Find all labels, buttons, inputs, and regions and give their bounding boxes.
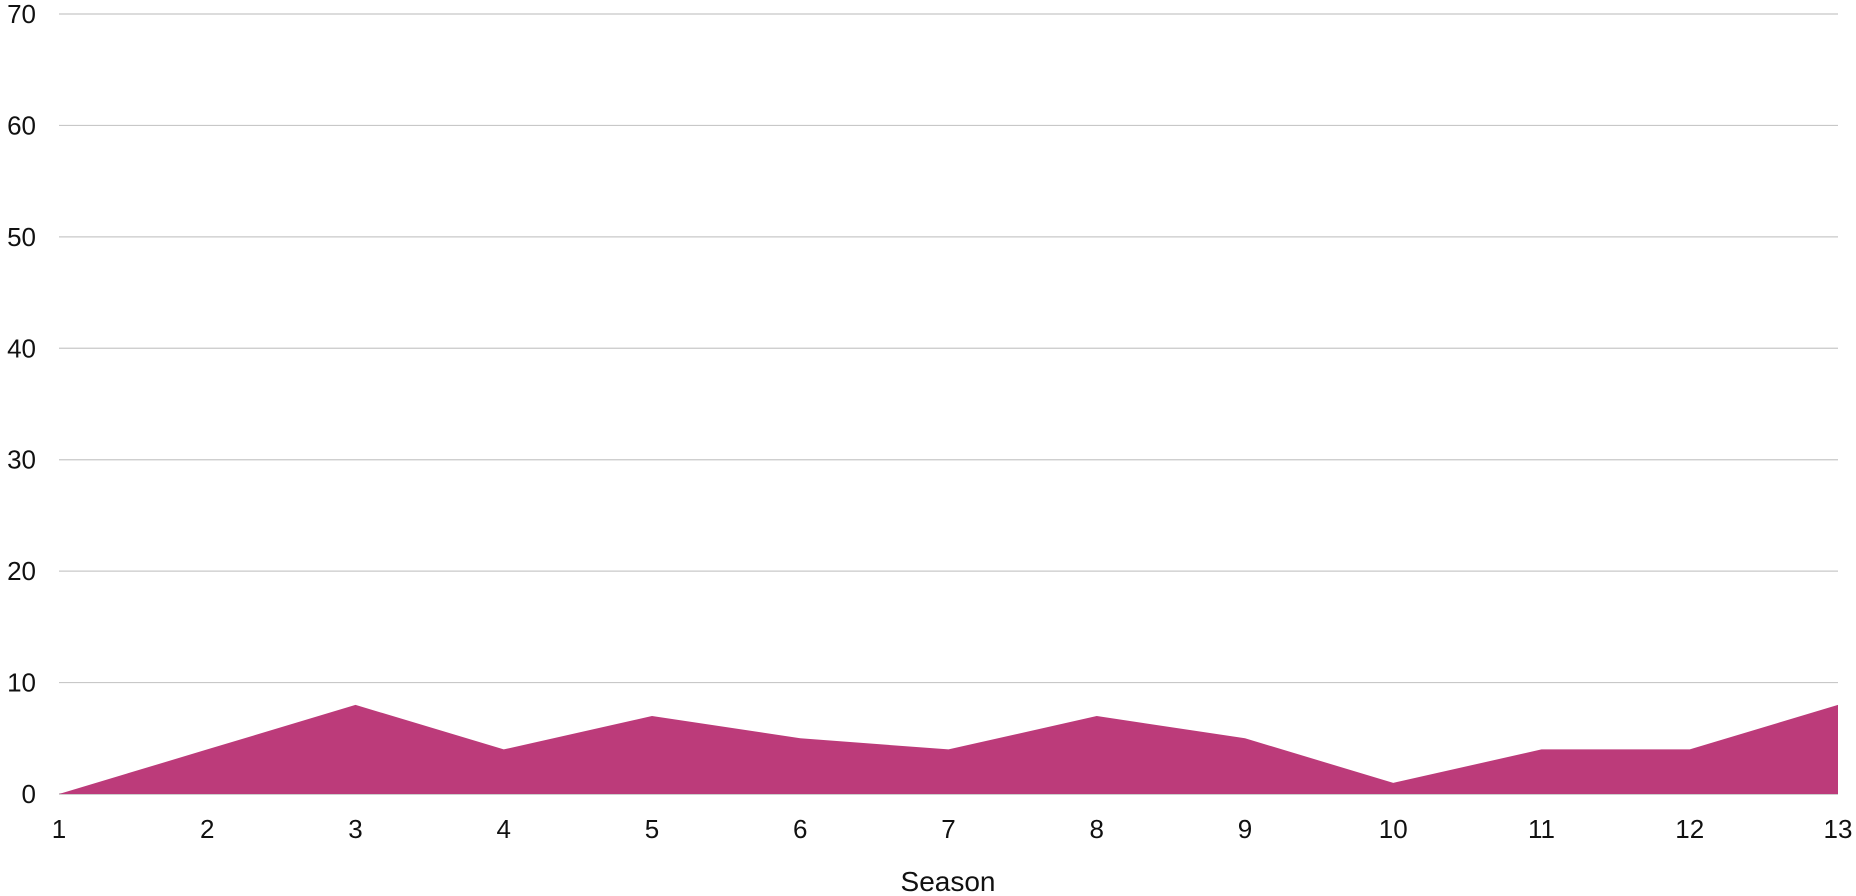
area-series [59,704,1838,794]
x-tick-label-6: 6 [793,814,807,844]
gridlines [59,13,1838,795]
area-fill-series-0 [59,704,1838,794]
y-tick-label-50: 50 [7,222,36,252]
x-tick-label-12: 12 [1675,814,1704,844]
y-tick-label-70: 70 [7,0,36,29]
x-tick-label-13: 13 [1824,814,1853,844]
x-tick-label-10: 10 [1379,814,1408,844]
y-axis-ticks: 0 10 20 30 40 50 60 70 [7,0,36,809]
x-tick-label-9: 9 [1238,814,1252,844]
x-tick-label-11: 11 [1528,814,1555,844]
x-tick-label-1: 1 [52,814,66,844]
x-tick-label-3: 3 [348,814,362,844]
x-axis-ticks: 1 2 3 4 5 6 7 8 9 10 11 12 13 [52,814,1853,844]
y-tick-label-20: 20 [7,556,36,586]
x-axis-title: Season [901,866,996,896]
y-tick-label-0: 0 [22,779,36,809]
x-tick-label-2: 2 [200,814,214,844]
y-tick-label-40: 40 [7,333,36,363]
y-tick-label-10: 10 [7,668,36,698]
y-tick-label-60: 60 [7,110,36,140]
x-tick-label-7: 7 [941,814,955,844]
y-tick-label-30: 30 [7,445,36,475]
x-tick-label-4: 4 [497,814,511,844]
x-tick-label-8: 8 [1090,814,1104,844]
x-tick-label-5: 5 [645,814,659,844]
